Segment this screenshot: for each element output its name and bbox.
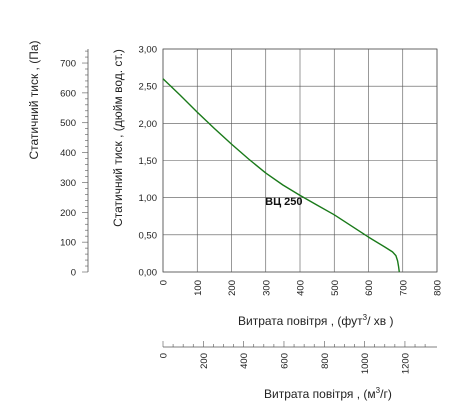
plot-border [162,48,438,273]
y-axis-secondary-tick-label: 700 [60,59,76,70]
x-tick-label: 500 [330,280,341,296]
y-axis-secondary-tick-label: 100 [60,238,76,249]
y-axis-secondary-tick-label: 300 [60,178,76,189]
x-axis-primary-ticks: 0 100 200 300 400 500 600 700 800 [159,280,444,296]
x-axis-secondary-label: Витрата повітря , (м3/г) [264,386,392,401]
x-axis-secondary-tick-label: 1200 [400,353,411,374]
y-axis-secondary-tick-label: 600 [60,88,76,99]
x-axis-secondary-label-sup: 3 [376,386,381,395]
x-tick-label: 0 [159,280,170,285]
x-tick-label: 200 [227,280,238,296]
y-axis-secondary-tick-label: 400 [60,148,76,159]
y-tick-label: 0,00 [139,268,158,279]
x-axis-primary-label: Витрата повітря , (фут3/ хв ) [238,313,393,328]
x-tick-label: 100 [193,280,204,296]
y-tick-label: 2,00 [139,119,158,130]
y-axis-secondary: 0 100 200 300 400 500 600 700 [60,49,89,279]
y-axis-secondary-tick-label: 0 [71,268,76,279]
series-group: ВЦ 250 [162,78,400,273]
y-tick-label: 1,50 [139,156,158,167]
x-axis-secondary-tick-label: 1000 [360,353,371,374]
y-axis-secondary-tick-label: 500 [60,118,76,129]
x-axis-secondary-label-end: /г) [380,387,392,401]
x-axis-secondary-tick-label: 200 [199,353,210,369]
plot-frame [162,48,438,273]
y-tick-label: 0,50 [139,230,158,241]
x-tick-label: 700 [398,280,409,296]
x-axis-secondary-tick-label: 400 [239,353,250,369]
y-axis-secondary-label: Статичний тиск , (Па) [27,40,41,159]
y-tick-label: 2,50 [139,82,158,93]
series-line [162,78,400,273]
x-axis-secondary-tick-label: 0 [159,353,170,358]
x-axis-primary-label-main: Витрата повітря , (фут [238,314,363,328]
x-axis-secondary: 0 200 400 600 800 1000 1200 [159,341,437,374]
y-tick-label: 3,00 [139,45,158,56]
x-axis-secondary-tick-label: 600 [279,353,290,369]
x-tick-label: 400 [296,280,307,296]
x-axis-primary-label-end: / хв ) [367,314,393,328]
x-tick-label: 800 [433,280,444,296]
x-axis-secondary-tick-label: 800 [320,353,331,369]
y-axis-secondary-tick-label: 200 [60,208,76,219]
series-label: ВЦ 250 [265,196,302,208]
chart-grid [162,48,438,273]
x-tick-label: 300 [261,280,272,296]
x-axis-primary-label-sup: 3 [363,313,368,322]
y-axis-primary-ticks: 0,00 0,50 1,00 1,50 2,00 2,50 3,00 [139,45,158,279]
y-tick-label: 1,00 [139,193,158,204]
y-axis-primary-label: Статичний тиск , (дюйм вод. ст.) [111,49,125,227]
x-tick-label: 600 [364,280,375,296]
x-axis-secondary-label-main: Витрата повітря , (м [264,387,376,401]
